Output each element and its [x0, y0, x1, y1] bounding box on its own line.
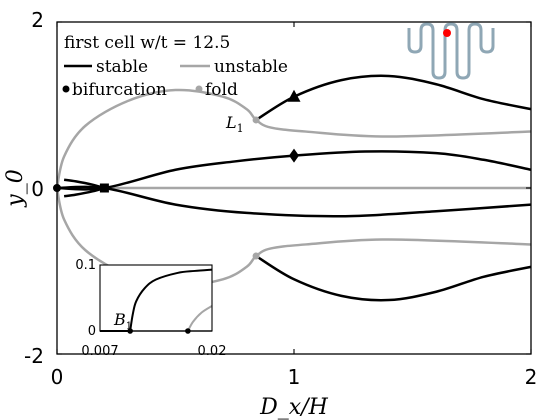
- x-tick-label: 0: [51, 365, 64, 389]
- stable-branch-line: [56, 185, 532, 218]
- unstable-branch-line: [186, 305, 213, 332]
- y-tick-label: 2: [31, 8, 44, 32]
- y-tick-label: -2: [24, 344, 44, 368]
- fold-marker: [252, 252, 260, 260]
- legend-swatch-fold: [195, 85, 203, 93]
- inset-chart: 0.1 0 0.007 0.02 B1: [75, 258, 226, 359]
- inset-x-tick-label: 0.02: [198, 344, 227, 359]
- stable-branch-line: [129, 268, 213, 332]
- x-tick-label: 2: [525, 365, 538, 389]
- serpentine-beam-icon: [407, 22, 495, 80]
- y-tick-label: 0: [31, 177, 44, 201]
- unstable-branch-line: [55, 88, 532, 189]
- x-axis-label: D_x/H: [259, 395, 328, 420]
- red-marker-dot: [443, 29, 451, 37]
- inset-y-tick-label: 0.1: [75, 258, 96, 273]
- fold-label: L1: [225, 113, 244, 135]
- stable-branch-line: [255, 254, 532, 302]
- unstable-branch-line: [55, 187, 532, 288]
- legend-label-unstable: unstable: [214, 57, 288, 77]
- bifurcation-label: B1: [113, 310, 132, 332]
- data-markers: [53, 89, 301, 260]
- square-marker: [99, 183, 109, 193]
- legend: first cell w/t = 12.5 stable unstable bi…: [62, 33, 288, 100]
- legend-label-stable: stable: [96, 57, 148, 77]
- stable-branch-line: [63, 178, 105, 190]
- y-axis-label: y_0: [3, 169, 28, 207]
- triangle-marker: [287, 89, 301, 102]
- beam-shape: [407, 22, 495, 80]
- inset-x-tick-label: 0.007: [81, 344, 118, 359]
- inset-y-tick-label: 0: [88, 324, 96, 339]
- chart-title: first cell w/t = 12.5: [64, 33, 230, 53]
- stable-branch-line: [63, 186, 105, 198]
- legend-label-bifurcation: bifurcation: [72, 80, 167, 100]
- legend-swatch-bifurcation: [62, 85, 70, 93]
- axis-ticks: [56, 21, 532, 355]
- inset-frame: [99, 264, 213, 332]
- x-tick-label: 1: [288, 365, 301, 389]
- fold-marker: [252, 116, 260, 124]
- diamond-marker: [289, 148, 299, 163]
- legend-label-fold: fold: [205, 80, 238, 100]
